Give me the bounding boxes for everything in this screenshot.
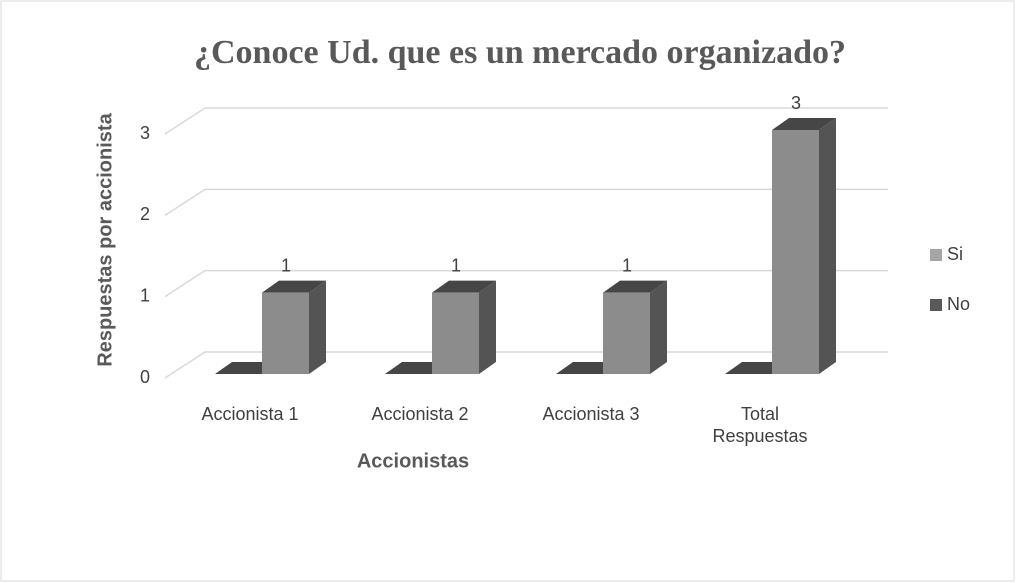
bar-face (432, 292, 479, 374)
bar-face (262, 292, 309, 374)
bar-face (819, 118, 836, 374)
data-label: 1 (622, 255, 632, 275)
x-tick-label: Total Respuestas (712, 404, 808, 446)
legend-swatch (930, 249, 942, 261)
x-tick-label: Accionista 2 (371, 404, 469, 424)
bar-face (603, 292, 650, 374)
legend-label: No (947, 294, 970, 314)
data-label: 1 (451, 255, 461, 275)
x-tick-label: Accionista 1 (201, 404, 299, 424)
y-tick-label: 2 (140, 204, 150, 224)
bar-face (603, 280, 667, 293)
bar-face (772, 118, 836, 130)
bar-face (262, 280, 326, 293)
bar (262, 280, 326, 374)
grid-line (164, 269, 888, 298)
y-tick-label: 3 (140, 123, 150, 143)
data-label: 1 (281, 255, 291, 275)
data-label: 3 (791, 93, 801, 113)
y-tick-label: 1 (140, 285, 150, 305)
x-tick-label: Accionista 3 (542, 404, 640, 424)
bar (772, 118, 836, 374)
legend-label: Si (947, 244, 963, 264)
bar-face (650, 280, 667, 374)
bar-face (432, 280, 496, 293)
bar (432, 280, 496, 374)
bar-face (479, 280, 496, 374)
y-tick-label: 0 (140, 367, 150, 387)
chart-title: ¿Conoce Ud. que es un mercado organizado… (194, 34, 846, 71)
bar-face (309, 280, 326, 374)
bar-face (772, 130, 819, 374)
grid-line (164, 188, 888, 216)
legend-swatch (930, 299, 942, 311)
y-axis-title: Respuestas por accionista (94, 112, 116, 366)
bar (603, 280, 667, 374)
x-axis-title: Accionistas (357, 450, 469, 472)
grid-line (164, 107, 888, 135)
